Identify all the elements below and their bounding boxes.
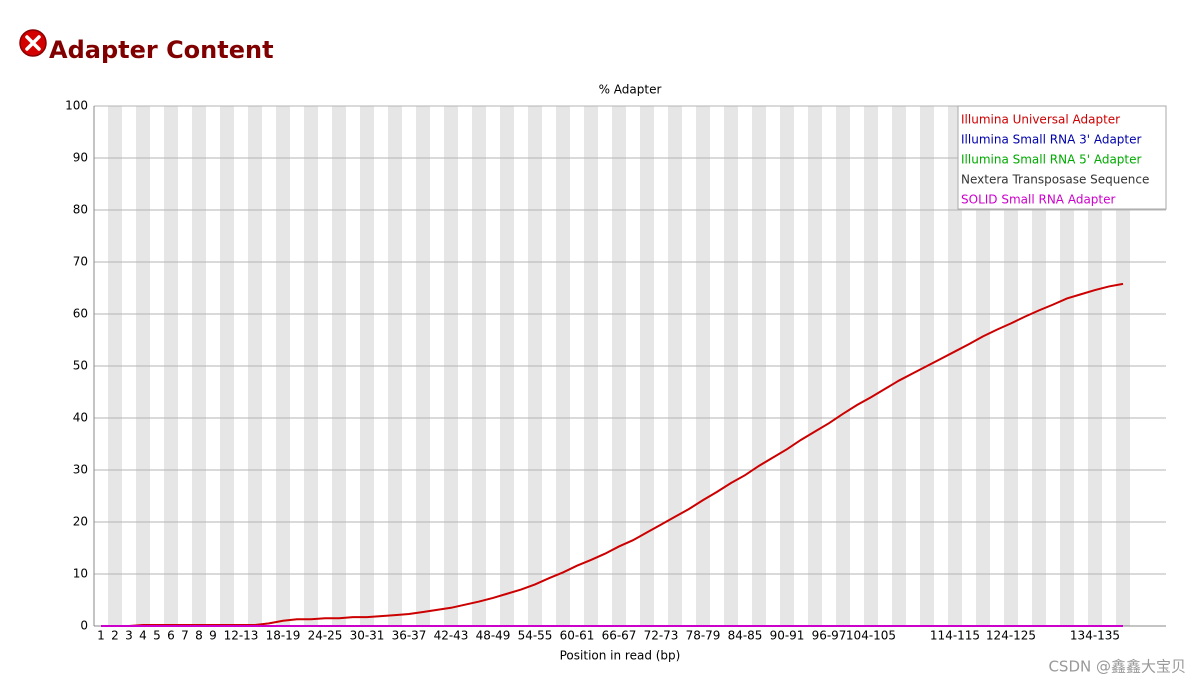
x-tick-label: 78-79	[686, 629, 721, 643]
x-tick-label: 54-55	[518, 629, 553, 643]
x-tick-label: 48-49	[476, 629, 511, 643]
y-tick-label: 10	[73, 567, 88, 581]
y-tick-label: 40	[73, 411, 88, 425]
x-tick-label: 18-19	[266, 629, 301, 643]
y-tick-label: 50	[73, 359, 88, 373]
y-tick-label: 30	[73, 463, 88, 477]
x-tick-label: 12-13	[224, 629, 259, 643]
x-tick-label: 4	[139, 629, 147, 643]
y-tick-label: 80	[73, 203, 88, 217]
x-tick-label: 124-125	[986, 629, 1036, 643]
x-tick-label: 84-85	[728, 629, 763, 643]
y-tick-label: 100	[65, 99, 88, 113]
chart-title: % Adapter	[599, 83, 662, 97]
x-tick-label: 2	[111, 629, 119, 643]
legend-box	[957, 105, 1167, 210]
series-line	[101, 282, 1124, 627]
x-tick-label: 1	[97, 629, 105, 643]
legend: Illumina Universal Adapter Illumina Small…	[957, 105, 1167, 210]
legend-entry: Nextera Transposase Sequence	[961, 173, 1149, 187]
x-tick-label: 6	[167, 629, 175, 643]
legend-entry: SOLID Small RNA Adapter	[961, 193, 1115, 207]
page-title: Adapter Content	[49, 36, 274, 64]
x-tick-label: 72-73	[644, 629, 679, 643]
legend-entry: Illumina Small RNA 3' Adapter	[961, 133, 1142, 147]
plot-area: 0 10 20 30 40 50 60 70 80 90 100 1 2 3 4 5 6 7 8 9 12-13 18-1…	[65, 99, 1166, 643]
y-tick-label: 60	[73, 307, 88, 321]
watermark: CSDN @鑫鑫大宝贝	[1048, 658, 1186, 676]
fail-icon	[19, 29, 47, 57]
x-tick-label: 134-135	[1070, 629, 1120, 643]
y-tick-label: 20	[73, 515, 88, 529]
x-tick-label: 114-115	[930, 629, 980, 643]
x-tick-label: 96-97	[812, 629, 847, 643]
legend-entry: Illumina Small RNA 5' Adapter	[961, 153, 1142, 167]
x-tick-label: 30-31	[350, 629, 385, 643]
y-tick-label: 70	[73, 255, 88, 269]
y-tick-label: 0	[80, 619, 88, 633]
y-tick-label: 90	[73, 151, 88, 165]
x-tick-label: 8	[195, 629, 203, 643]
x-tick-label: 9	[209, 629, 217, 643]
x-tick-label: 90-91	[770, 629, 805, 643]
x-tick-label: 7	[181, 629, 189, 643]
x-tick-label: 36-37	[392, 629, 427, 643]
x-tick-label: 104-105	[846, 629, 896, 643]
x-tick-label: 42-43	[434, 629, 469, 643]
x-tick-label: 5	[153, 629, 161, 643]
x-tick-label: 24-25	[308, 629, 343, 643]
x-tick-label: 3	[125, 629, 133, 643]
x-tick-label: 66-67	[602, 629, 637, 643]
legend-entry: Illumina Universal Adapter	[961, 113, 1120, 127]
x-axis-label: Position in read (bp)	[560, 649, 681, 663]
x-tick-label: 60-61	[560, 629, 595, 643]
